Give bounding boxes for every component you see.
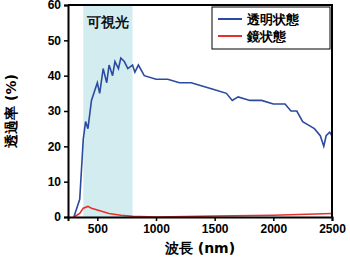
x-tick-label: 2500 xyxy=(319,222,346,236)
x-axis: 500 1000 1500 2000 2500 xyxy=(69,217,347,236)
x-tick: 1500 xyxy=(202,217,229,236)
y-tick-label: 40 xyxy=(48,69,62,83)
x-tick-mark xyxy=(156,217,158,221)
y-tick-label: 50 xyxy=(48,34,62,48)
y-tick: 20 xyxy=(48,140,68,154)
x-tick-label: 500 xyxy=(88,222,108,236)
x-tick-mark xyxy=(214,217,216,221)
x-tick-mark xyxy=(97,217,99,221)
annotation-text: 可視光 xyxy=(86,14,129,30)
legend-swatch xyxy=(218,18,242,20)
x-tick-label: 2000 xyxy=(260,222,287,236)
y-axis-title: 透過率 (%) xyxy=(3,74,19,149)
y-tick-mark xyxy=(64,5,68,7)
y-tick: 40 xyxy=(48,69,68,83)
y-tick-mark xyxy=(64,111,68,113)
plot-area xyxy=(74,5,332,217)
y-tick-mark xyxy=(64,217,68,219)
series-line xyxy=(74,206,332,217)
x-tick: 2500 xyxy=(319,217,346,236)
y-tick: 10 xyxy=(48,175,68,189)
y-tick-mark xyxy=(64,146,68,148)
x-tick-label: 1000 xyxy=(143,222,170,236)
x-axis-title: 波長 (nm) xyxy=(164,240,235,256)
x-tick-mark xyxy=(273,217,275,221)
y-tick: 30 xyxy=(48,104,68,118)
x-tick: 1000 xyxy=(143,217,170,236)
y-tick: 60 xyxy=(48,0,68,12)
y-tick: 0 xyxy=(54,210,68,224)
legend: 透明状態鏡状態 xyxy=(212,7,330,49)
y-tick-mark xyxy=(64,75,68,77)
series-line xyxy=(74,58,332,217)
x-axis-line xyxy=(69,218,333,222)
y-tick-label: 30 xyxy=(48,104,62,118)
chart: 可視光 500 1000 1500 2000 2500 0 10 20 30 40 50 60 波長 (n… xyxy=(0,0,350,258)
y-tick: 50 xyxy=(48,34,68,48)
y-tick-mark xyxy=(64,181,68,183)
y-tick-label: 20 xyxy=(48,140,62,154)
legend-label: 鏡状態 xyxy=(246,29,287,44)
legend-box xyxy=(212,7,330,49)
y-tick-label: 10 xyxy=(48,175,62,189)
x-tick-label: 1500 xyxy=(202,222,229,236)
legend-label: 透明状態 xyxy=(246,12,300,27)
legend-swatch xyxy=(218,35,242,37)
y-tick-label: 0 xyxy=(54,210,61,224)
y-axis-line xyxy=(64,6,69,218)
y-tick-label: 60 xyxy=(48,0,62,12)
x-tick: 500 xyxy=(88,217,108,236)
y-axis: 0 10 20 30 40 50 60 xyxy=(48,0,69,224)
x-tick: 2000 xyxy=(260,217,287,236)
x-tick-mark xyxy=(332,217,334,221)
y-tick-mark xyxy=(64,40,68,42)
plot-frame xyxy=(68,5,332,217)
